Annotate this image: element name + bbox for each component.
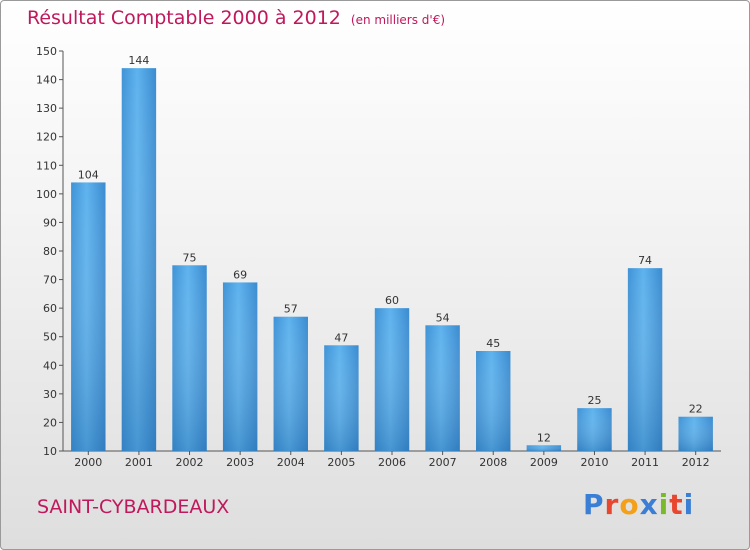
y-tick-label: 60 — [43, 302, 57, 315]
bar-shade-2000 — [71, 182, 106, 451]
y-tick-label: 30 — [43, 388, 57, 401]
chart-title-text: Résultat Comptable 2000 à 2012 — [27, 7, 341, 29]
x-tick-label-2006: 2006 — [378, 456, 406, 469]
x-tick-label-2008: 2008 — [479, 456, 507, 469]
y-tick-label: 10 — [43, 445, 57, 458]
logo-letter: i — [658, 488, 670, 521]
data-label-2007: 54 — [436, 311, 450, 324]
data-label-2009: 12 — [537, 431, 551, 444]
x-tick-label-2009: 2009 — [530, 456, 558, 469]
data-label-2001: 144 — [128, 54, 149, 67]
data-label-2008: 45 — [486, 337, 500, 350]
chart-data-labels: 104 144 75 69 57 47 60 54 45 12 25 74 22 — [78, 54, 703, 444]
data-label-2002: 75 — [183, 251, 197, 264]
chart-bars — [71, 68, 713, 452]
logo-letter: r — [604, 488, 620, 521]
bar-shade-2005 — [324, 345, 359, 451]
bar-shade-2012 — [678, 416, 713, 451]
data-label-2003: 69 — [233, 268, 247, 281]
logo-letter: o — [619, 488, 640, 521]
x-tick-label-2011: 2011 — [631, 456, 659, 469]
y-tick-label: 80 — [43, 245, 57, 258]
data-label-2011: 74 — [638, 254, 652, 267]
bar-shade-2006 — [374, 308, 410, 451]
x-tick-label-2001: 2001 — [125, 456, 153, 469]
logo-letter: i — [683, 488, 695, 521]
bar-shade-2009 — [526, 445, 562, 451]
proxiti-logo: Proxiti — [583, 488, 694, 521]
y-tick-label: 90 — [43, 216, 57, 229]
bar-shade-2008 — [476, 351, 511, 451]
y-tick-label: 50 — [43, 331, 57, 344]
bar-shade-2004 — [273, 316, 308, 451]
y-tick-label: 100 — [36, 188, 57, 201]
bar-shade-2007 — [425, 325, 460, 451]
chart-title: Résultat Comptable 2000 à 2012 (en millie… — [27, 7, 445, 29]
x-tick-label-2002: 2002 — [176, 456, 204, 469]
x-tick-label-2010: 2010 — [580, 456, 608, 469]
chart-subtitle: (en milliers d'€) — [350, 13, 446, 27]
y-tick-label: 40 — [43, 359, 57, 372]
bar-shade-2002 — [172, 265, 207, 451]
x-tick-label-2005: 2005 — [327, 456, 355, 469]
data-label-2012: 22 — [689, 403, 703, 416]
logo-letter: t — [669, 488, 684, 521]
logo-letter: P — [583, 488, 605, 521]
data-label-2010: 25 — [587, 394, 601, 407]
bar-shade-2001 — [121, 68, 157, 452]
y-tick-label: 130 — [36, 102, 57, 115]
y-tick-label: 70 — [43, 274, 57, 287]
logo-letter: x — [639, 488, 659, 521]
x-tick-label-2007: 2007 — [429, 456, 457, 469]
y-tick-label: 140 — [36, 74, 57, 87]
y-tick-label: 20 — [43, 416, 57, 429]
bar-shade-2010 — [577, 408, 612, 451]
y-tick-label: 150 — [36, 45, 57, 58]
data-label-2005: 47 — [334, 331, 348, 344]
y-tick-label: 110 — [36, 159, 57, 172]
bar-shade-2003 — [222, 282, 258, 451]
data-label-2000: 104 — [78, 168, 99, 181]
x-tick-label-2003: 2003 — [226, 456, 254, 469]
y-tick-label: 120 — [36, 131, 57, 144]
data-label-2006: 60 — [385, 294, 399, 307]
x-tick-label-2012: 2012 — [682, 456, 710, 469]
data-label-2004: 57 — [284, 303, 298, 316]
x-tick-label-2000: 2000 — [74, 456, 102, 469]
bar-shade-2011 — [627, 268, 663, 451]
commune-name: SAINT-CYBARDEAUX — [37, 496, 230, 518]
x-tick-label-2004: 2004 — [277, 456, 305, 469]
